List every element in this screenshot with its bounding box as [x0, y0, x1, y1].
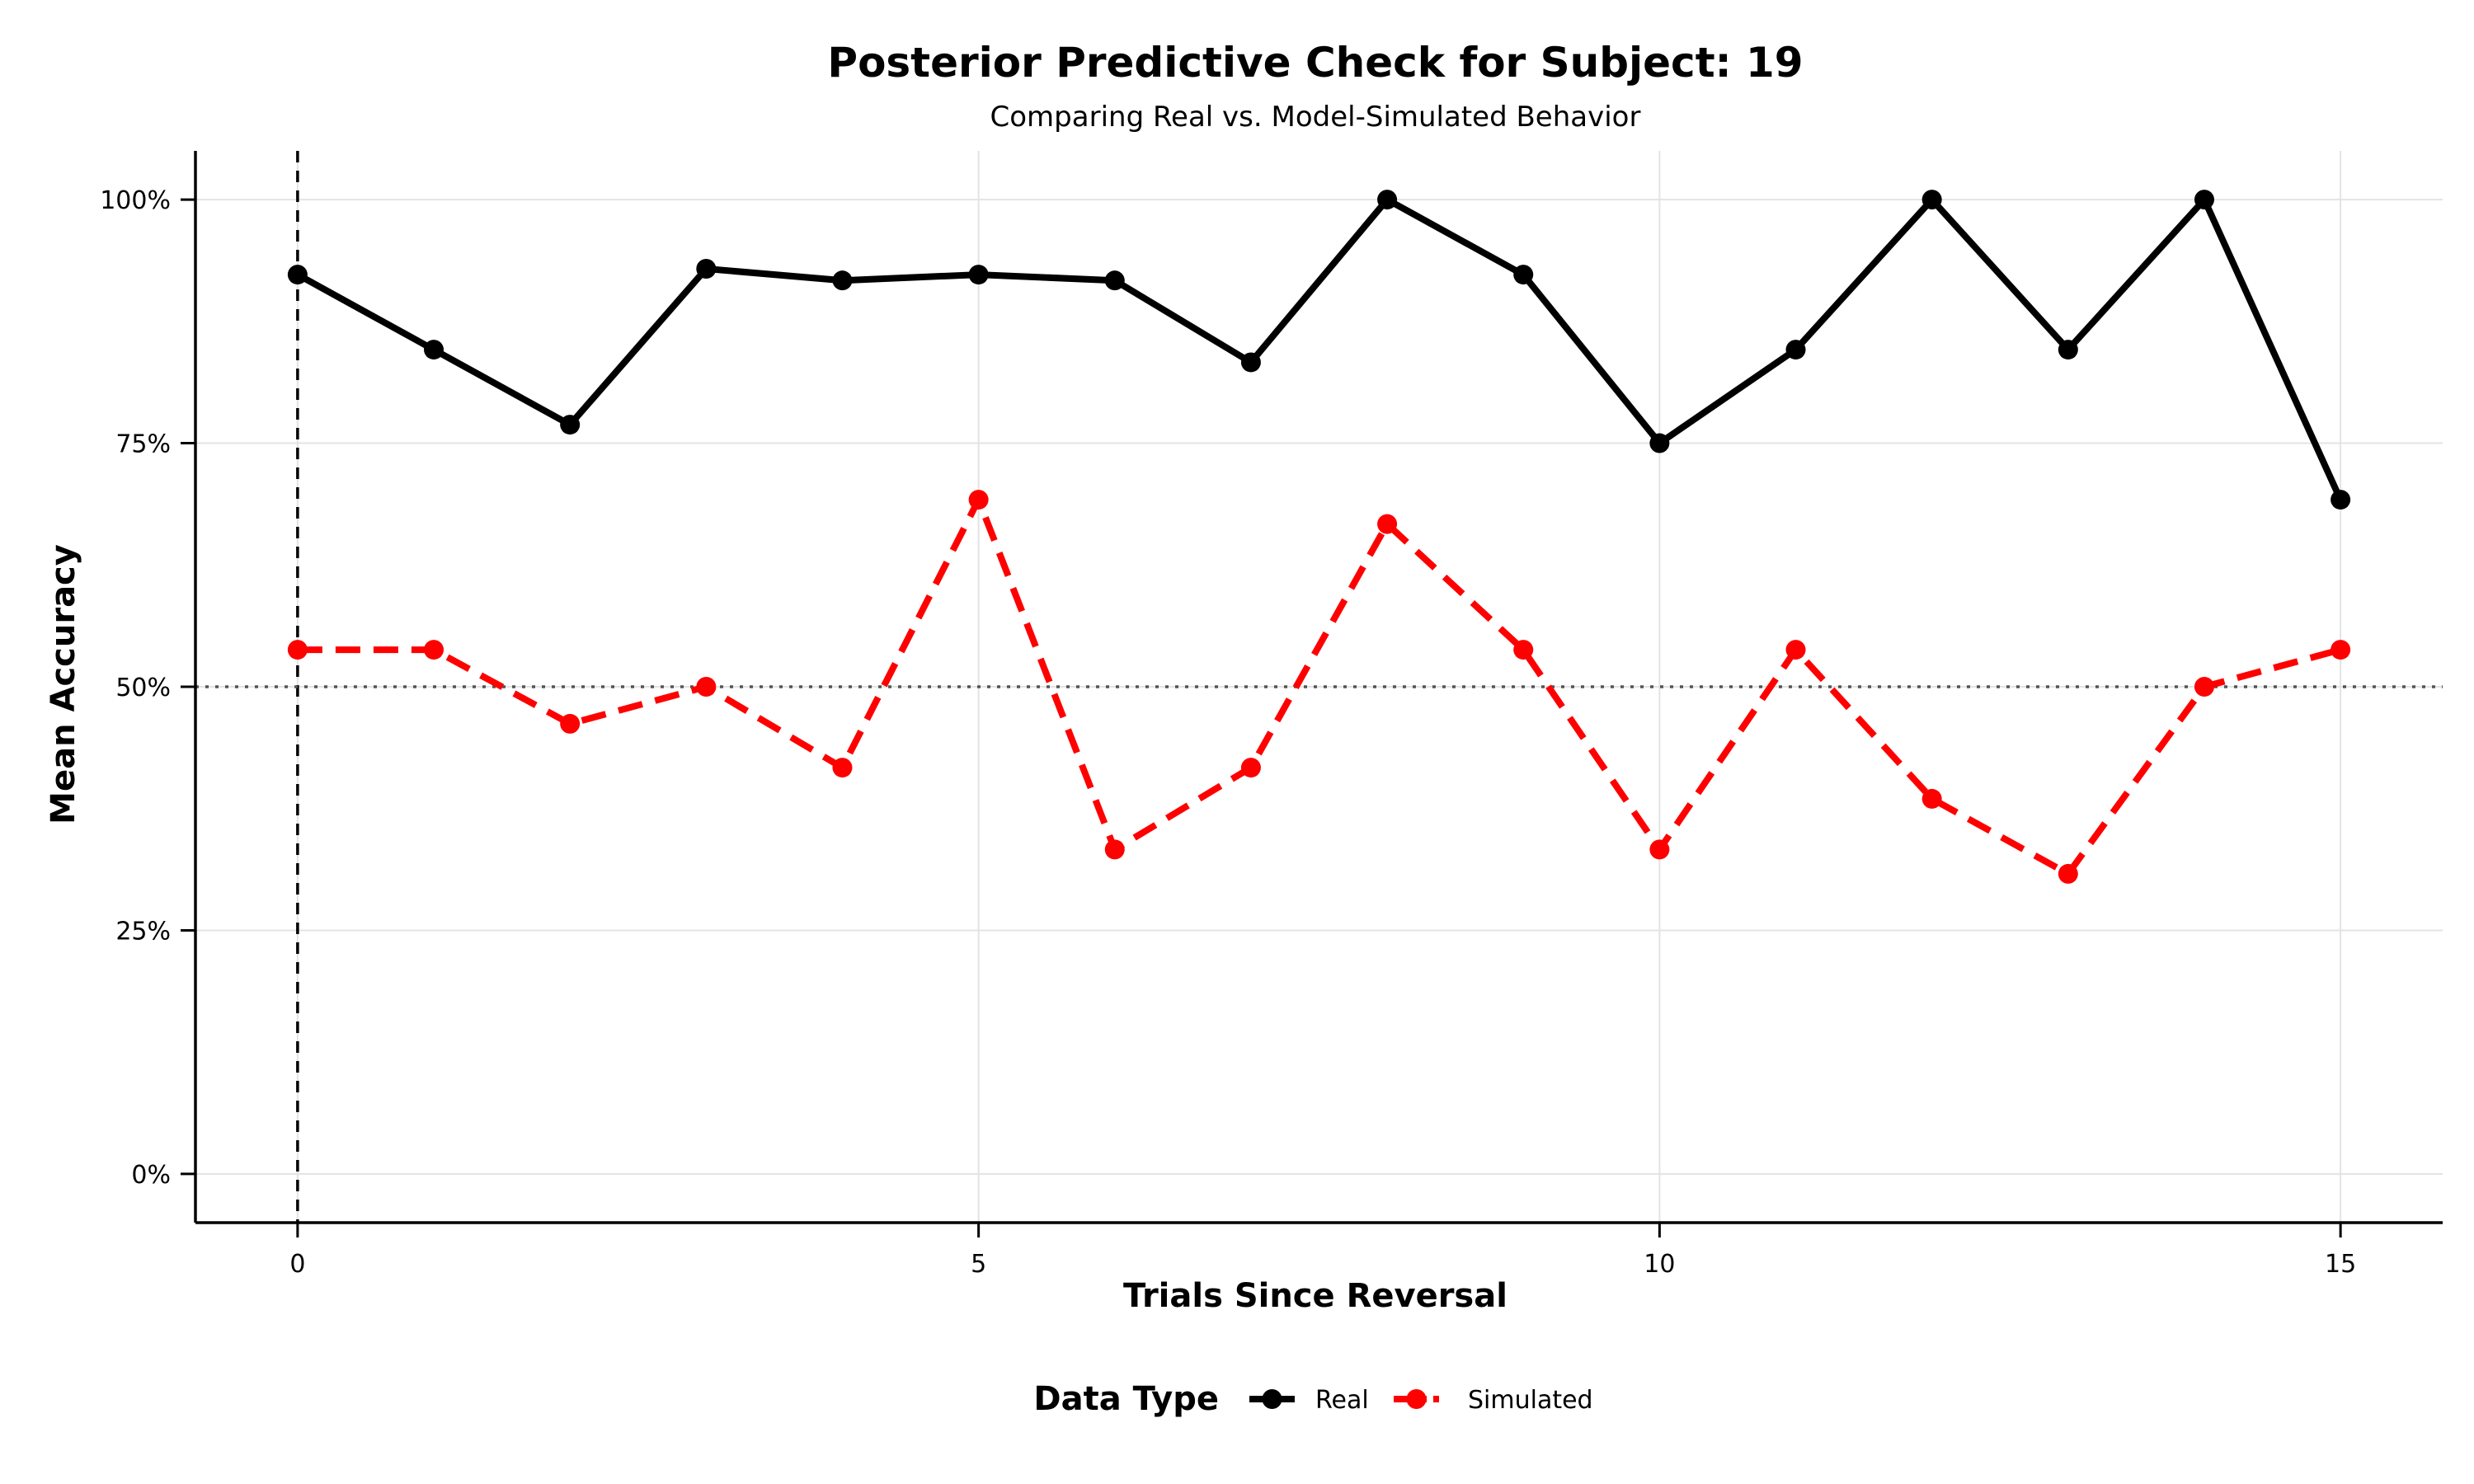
y-tick-label-1: 25%	[115, 917, 171, 946]
point-simulated-2	[560, 713, 581, 734]
point-simulated-1	[424, 640, 444, 660]
point-simulated-3	[696, 677, 717, 697]
y-tick-label-3: 75%	[115, 430, 171, 459]
point-simulated-4	[832, 758, 853, 778]
x-tick-label-0: 0	[289, 1250, 305, 1279]
series-real	[287, 190, 2351, 510]
point-real-2	[560, 415, 581, 435]
point-real-6	[1104, 270, 1125, 291]
series-layer	[287, 190, 2351, 884]
legend-title: Data Type	[1033, 1380, 1219, 1418]
point-simulated-7	[1240, 758, 1261, 778]
point-simulated-6	[1104, 839, 1125, 860]
point-real-14	[2194, 190, 2214, 210]
y-tick-label-4: 100%	[100, 186, 171, 215]
series-simulated	[287, 490, 2351, 884]
point-simulated-10	[1649, 839, 1670, 860]
axes	[181, 151, 2443, 1237]
point-real-8	[1377, 190, 1398, 210]
point-real-10	[1649, 433, 1670, 453]
point-real-7	[1240, 352, 1261, 373]
point-real-1	[424, 340, 444, 360]
legend-items: Real Simulated	[1249, 1386, 1593, 1415]
point-real-13	[2058, 340, 2078, 360]
series-line-simulated	[297, 496, 2342, 877]
x-axis-label: Trials Since Reversal	[1123, 1277, 1507, 1315]
point-simulated-5	[968, 490, 989, 510]
x-tick-label-1: 5	[971, 1250, 986, 1279]
point-simulated-9	[1513, 640, 1534, 660]
legend-item-real: Real	[1249, 1386, 1369, 1415]
point-real-12	[1921, 190, 1942, 210]
y-tick-label-0: 0%	[131, 1161, 171, 1190]
tick-labels: 0% 25% 50% 75% 100% 0 5 10 15	[100, 186, 2356, 1279]
point-simulated-13	[2058, 863, 2078, 884]
point-simulated-8	[1377, 514, 1398, 534]
legend-label-real: Real	[1315, 1386, 1369, 1415]
legend-label-simulated: Simulated	[1468, 1386, 1593, 1415]
point-real-9	[1513, 265, 1534, 285]
chart-title: Posterior Predictive Check for Subject: …	[827, 39, 1803, 87]
point-simulated-15	[2331, 640, 2351, 660]
y-axis-label: Mean Accuracy	[45, 544, 82, 824]
x-tick-label-2: 10	[1644, 1250, 1675, 1279]
chart-subtitle: Comparing Real vs. Model-Simulated Behav…	[990, 101, 1641, 134]
point-real-15	[2331, 490, 2351, 510]
point-simulated-14	[2194, 677, 2214, 697]
x-tick-label-3: 15	[2325, 1250, 2356, 1279]
series-line-real	[295, 196, 2344, 501]
legend-item-simulated: Simulated	[1394, 1386, 1593, 1415]
point-simulated-11	[1785, 640, 1806, 660]
point-real-0	[287, 265, 308, 285]
legend-swatch-marker-real	[1262, 1389, 1282, 1409]
legend-swatch-marker-simulated	[1406, 1389, 1427, 1409]
point-real-4	[832, 270, 853, 291]
point-simulated-12	[1921, 788, 1942, 809]
point-real-5	[968, 265, 989, 285]
point-real-11	[1785, 340, 1806, 360]
point-simulated-0	[287, 640, 308, 660]
point-real-3	[696, 259, 717, 279]
reference-lines	[195, 151, 2443, 1223]
y-tick-label-2: 50%	[115, 674, 171, 702]
legend: Data Type Real Simulated	[1033, 1380, 1592, 1418]
